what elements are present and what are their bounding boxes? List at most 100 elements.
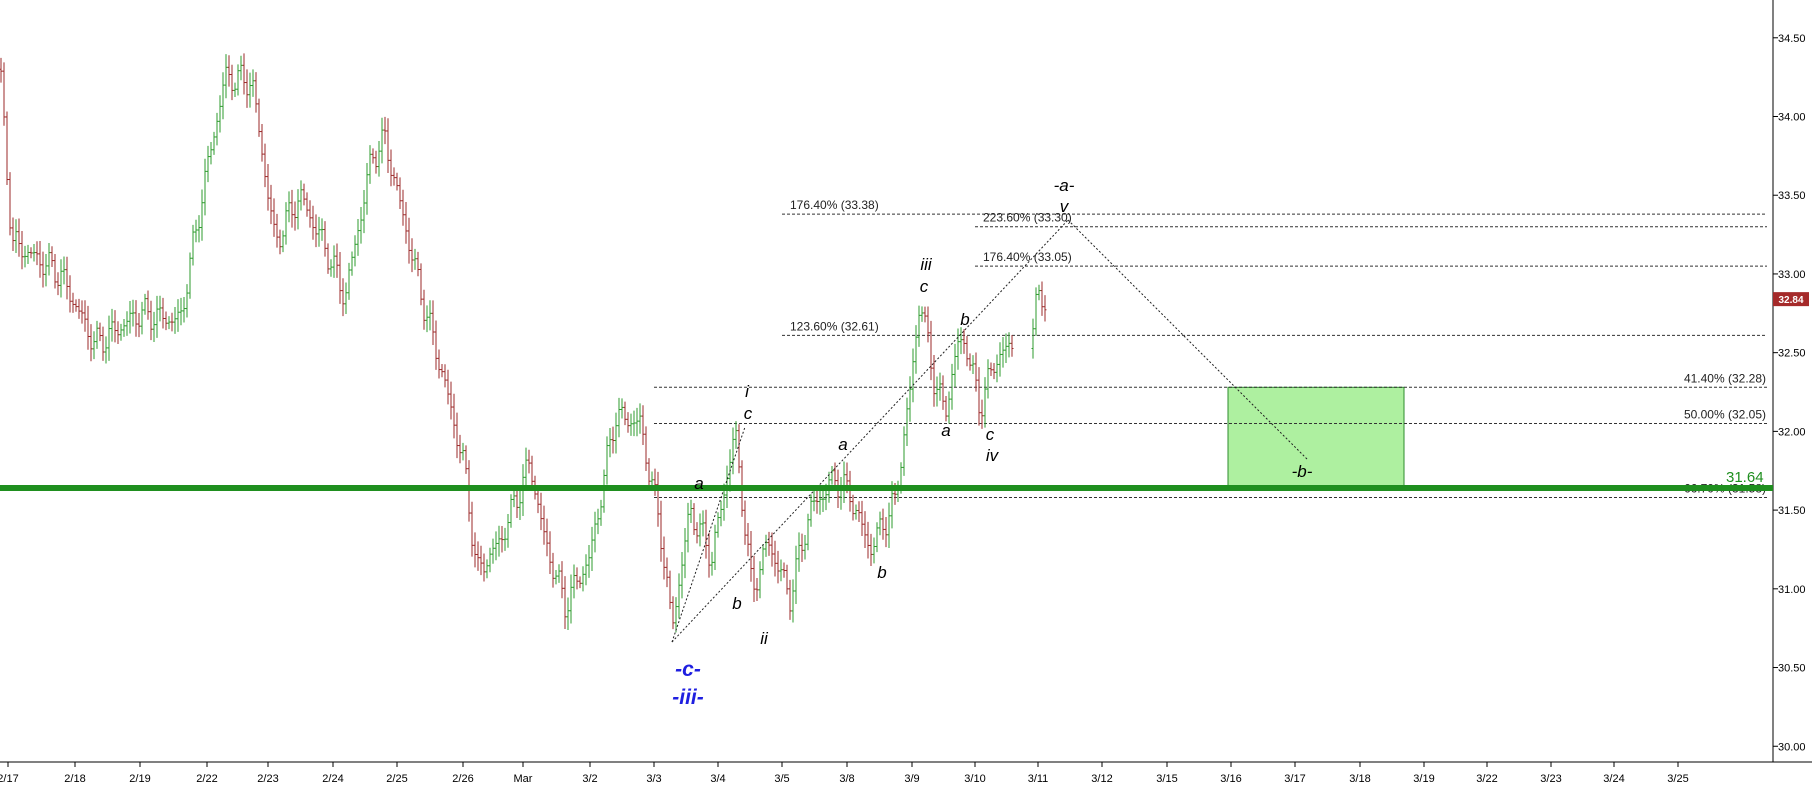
ohlc-bar (998, 342, 1002, 377)
ohlc-bar (746, 523, 750, 557)
ohlc-bar (356, 218, 360, 256)
ohlc-bar (296, 189, 300, 230)
ohlc-bar (683, 528, 687, 579)
ohlc-bar (875, 522, 879, 553)
ohlc-bar (431, 300, 435, 345)
wave-label: c (920, 277, 929, 296)
ohlc-bar (749, 531, 753, 582)
wave-label: -c- (675, 658, 701, 681)
ohlc-bar (1007, 332, 1011, 358)
ohlc-bar (770, 532, 774, 567)
fib-level-label: 176.40% (33.05) (983, 250, 1072, 264)
ohlc-bar (95, 320, 99, 349)
ohlc-bar (1043, 295, 1047, 322)
fib-level-label: 50.00% (32.05) (1684, 408, 1766, 422)
ohlc-bar (962, 329, 966, 354)
x-tick-label: 3/16 (1220, 773, 1241, 785)
ohlc-bar (98, 322, 102, 342)
ohlc-bar (488, 547, 492, 573)
ohlc-bar (788, 579, 792, 620)
ohlc-bar (110, 308, 114, 342)
wave-label: a (941, 421, 950, 440)
ohlc-bar (944, 395, 948, 422)
ohlc-bar (794, 545, 798, 604)
ohlc-bar (575, 567, 579, 590)
ohlc-bar (593, 511, 597, 553)
ohlc-bar (590, 526, 594, 571)
x-tick-label: 3/24 (1603, 773, 1624, 785)
ohlc-bar (107, 315, 111, 361)
ohlc-bar (56, 272, 60, 296)
ohlc-bar (200, 189, 204, 241)
ohlc-bar (869, 533, 873, 566)
ohlc-bar (131, 299, 135, 327)
ohlc-bar (119, 323, 123, 341)
ohlc-bar (416, 251, 420, 277)
ohlc-bar (233, 82, 237, 97)
ohlc-bar (497, 525, 501, 557)
wave-trendline (671, 426, 746, 643)
ohlc-bar (77, 298, 81, 319)
ohlc-bar (833, 462, 837, 489)
ohlc-bar (917, 305, 921, 347)
ohlc-bar (461, 442, 465, 461)
ohlc-bar (584, 554, 588, 586)
ohlc-bar (782, 562, 786, 578)
ohlc-bar (128, 301, 132, 334)
y-tick-label: 30.00 (1778, 741, 1806, 753)
ohlc-bar (194, 219, 198, 243)
ohlc-bar (203, 158, 207, 216)
ohlc-bar (335, 243, 339, 278)
ohlc-bar (353, 235, 357, 267)
x-tick-label: 3/15 (1156, 773, 1177, 785)
ohlc-bar (221, 72, 225, 120)
y-tick-label: 34.00 (1778, 112, 1806, 124)
ohlc-bar (581, 566, 585, 592)
ohlc-bar (224, 54, 228, 99)
ohlc-bar (527, 449, 531, 474)
ohlc-bar (773, 540, 777, 577)
ohlc-bar (14, 219, 18, 254)
ohlc-bar (134, 300, 138, 337)
ohlc-bar (380, 117, 384, 164)
ohlc-bar (26, 244, 30, 265)
ohlc-bar (842, 461, 846, 503)
ohlc-bar (80, 300, 84, 324)
ohlc-bar (941, 375, 945, 410)
ohlc-bar (557, 564, 561, 583)
ohlc-bar (839, 477, 843, 510)
ohlc-bar (710, 551, 714, 576)
ohlc-bar (293, 201, 297, 231)
ohlc-bar (608, 427, 612, 458)
wave-label: a (694, 474, 703, 493)
ohlc-bar (776, 550, 780, 584)
ohlc-bar (686, 502, 690, 553)
ohlc-bar (149, 300, 153, 341)
ohlc-bar (884, 517, 888, 548)
ohlc-bar (974, 352, 978, 392)
ohlc-bar (452, 393, 456, 439)
ohlc-bar (398, 177, 402, 209)
ohlc-bar (395, 172, 399, 191)
ohlc-bar (938, 372, 942, 401)
ohlc-bar (260, 123, 264, 162)
ohlc-bar (662, 536, 666, 580)
ohlc-bar (47, 243, 51, 276)
ohlc-bar (872, 537, 876, 564)
ohlc-bar (734, 421, 738, 449)
ohlc-bar (560, 561, 564, 599)
ohlc-bar (764, 534, 768, 557)
ohlc-bar (923, 306, 927, 323)
y-tick-label: 33.50 (1778, 190, 1806, 202)
target-zone-layer (1227, 386, 1405, 489)
ohlc-bar (758, 561, 762, 599)
ohlc-bar (977, 367, 981, 426)
x-tick-label: 3/4 (710, 773, 725, 785)
ohlc-bar (677, 573, 681, 619)
ohlc-bar (485, 559, 489, 579)
ohlc-bar (785, 564, 789, 595)
ohlc-bar (800, 533, 804, 563)
wave-label: b (732, 594, 741, 613)
